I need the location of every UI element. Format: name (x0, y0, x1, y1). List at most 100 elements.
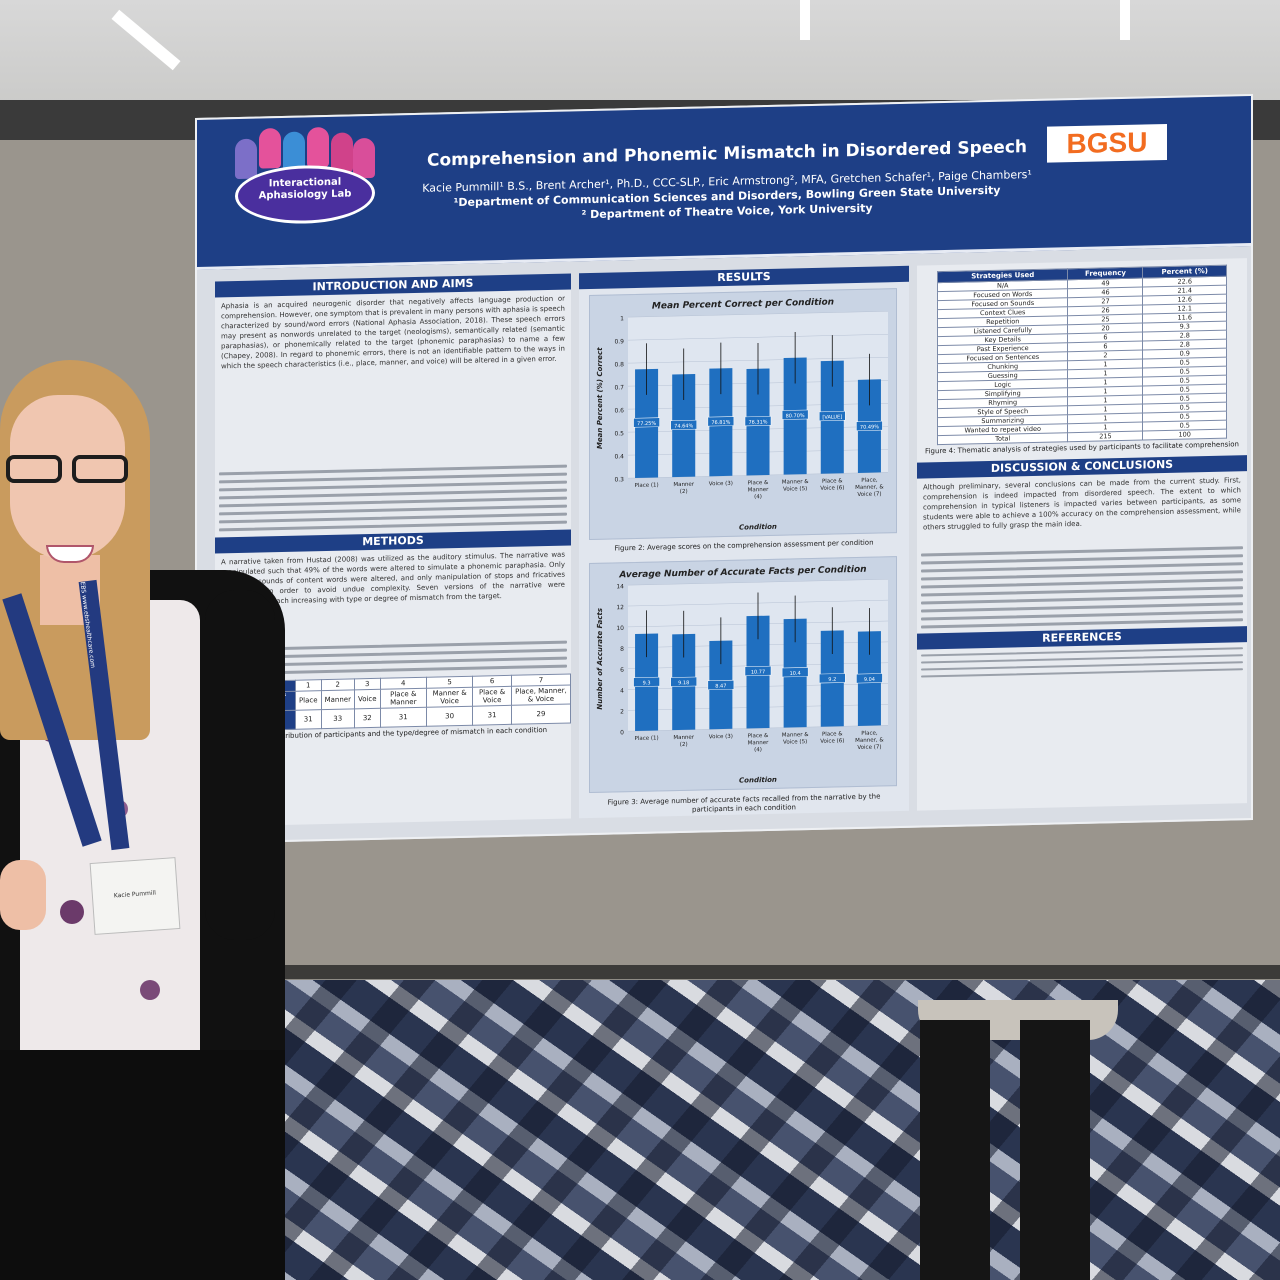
mean-percent-chart: Mean Percent Correct per Condition 0.3 0.4… (596, 297, 888, 532)
presenter: EBS www.ebshealthcare.com Kacie Pummill (0, 360, 300, 1280)
passerby-leg (1020, 1020, 1090, 1280)
data-label: 80.70% (786, 413, 805, 419)
poster-authors: Kacie Pummill¹ B.S., Brent Archer¹, Ph.D… (387, 166, 1067, 226)
table-cell: 32 (354, 708, 381, 728)
data-label-box (856, 673, 883, 684)
table-cell: 2 (321, 678, 355, 691)
x-tick-label: Place &Voice (6) (820, 731, 844, 745)
data-label: 76.81% (711, 420, 730, 426)
x-tick-label: Voice (3) (709, 734, 733, 741)
x-tick-label: Place &Voice (6) (820, 478, 844, 492)
y-tick-label: 0 (620, 729, 624, 736)
data-label: 74.64% (674, 423, 693, 429)
x-tick-label: Place (1) (634, 482, 658, 489)
passerby-leg (920, 1020, 990, 1280)
y-tick-label: 0.7 (614, 384, 624, 391)
ceiling-light (111, 9, 181, 71)
x-tick-label: Place &Manner(4) (748, 480, 769, 500)
data-label-box (781, 409, 809, 420)
strategies-table: Strategies Used Frequency Percent (%) N/A 49… (937, 264, 1227, 446)
y-tick-label: 6 (620, 667, 624, 674)
table-cell: Voice (354, 689, 381, 709)
figure-3-chart: Average Number of Accurate Facts per Con… (589, 556, 897, 794)
data-label: 9.3 (643, 680, 651, 686)
y-tick-label: 8 (620, 646, 624, 653)
y-tick-label: 10 (616, 625, 624, 632)
data-label-box (707, 679, 735, 691)
data-label: 10.77 (751, 669, 765, 675)
figure-2-chart: Mean Percent Correct per Condition 0.3 0.4… (589, 288, 897, 541)
x-tick-label: Manner(2) (673, 735, 694, 748)
table-cell: Place & Manner (380, 688, 427, 709)
table-cell: 33 (321, 708, 355, 729)
logo-figure (235, 138, 257, 180)
y-tick-label: 2 (620, 708, 624, 715)
figure-3-caption: Figure 3: Average number of accurate fac… (607, 792, 881, 814)
research-poster: Interactional Aphasiology Lab Comprehens… (195, 93, 1253, 845)
partition-base (0, 965, 1280, 979)
flower-print (140, 980, 160, 1000)
table-cell: 29 (511, 703, 571, 725)
y-axis-label: Number of Accurate Facts (596, 608, 604, 710)
data-label-box (744, 416, 772, 427)
data-label-box (633, 417, 660, 428)
table-cell: 3 (354, 678, 381, 690)
gridline (628, 579, 888, 586)
data-label-box (819, 673, 846, 684)
data-label-box (633, 676, 660, 687)
y-tick-label: 4 (620, 688, 624, 695)
face (10, 395, 125, 563)
references-text (917, 647, 1247, 678)
glasses-icon (6, 455, 132, 485)
data-label: 9.04 (864, 677, 875, 683)
name-badge: Kacie Pummill (89, 857, 181, 935)
gridline (628, 334, 888, 341)
data-label-box (819, 411, 846, 422)
y-tick-label: 0.4 (614, 453, 624, 460)
references-heading: REFERENCES (917, 626, 1247, 650)
data-label-box (670, 419, 697, 430)
chart-title: Mean Percent Correct per Condition (652, 297, 834, 311)
bgsu-logo: BGSU (1047, 123, 1167, 163)
y-tick-label: 14 (616, 583, 624, 590)
table-cell: Place, Manner, & Voice (511, 684, 571, 706)
y-tick-label: 0.8 (614, 361, 624, 368)
passerby (890, 1000, 1130, 1280)
y-tick-label: 12 (616, 604, 624, 611)
x-tick-label: Place &Manner(4) (748, 733, 769, 753)
data-label: 8.47 (715, 683, 726, 689)
flower-print (60, 900, 84, 924)
discussion-text: Although preliminary, several conclusion… (923, 476, 1241, 532)
data-label: 77.25% (637, 421, 656, 427)
table-cell: Place & Voice (472, 686, 512, 707)
x-tick-label: Place (1) (634, 735, 658, 742)
y-axis-label: Mean Percent (%) Correct (596, 347, 604, 449)
table-cell: 31 (472, 705, 512, 726)
right-column: Strategies Used Frequency Percent (%) N/A 49… (917, 258, 1247, 811)
data-label-box (707, 416, 735, 427)
logo-figure (353, 137, 375, 179)
data-label-box (856, 420, 883, 432)
x-tick-label: Manner(2) (673, 482, 694, 495)
hand (0, 860, 46, 930)
y-tick-label: 0.3 (614, 476, 624, 483)
table-cell: 31 (380, 707, 427, 728)
data-label: 9.2 (828, 677, 836, 683)
data-label-box (744, 665, 772, 677)
middle-column: RESULTS Mean Percent Correct per Conditi… (579, 265, 909, 819)
table-cell: Manner & Voice (426, 687, 473, 708)
x-axis-label: Condition (739, 776, 777, 785)
ceiling-light (800, 0, 810, 40)
table-cell: Manner (321, 689, 355, 710)
chart-title: Average Number of Accurate Facts per Con… (618, 565, 866, 581)
data-label: 76.31% (748, 419, 767, 425)
x-tick-label: Place,Manner, &Voice (7) (855, 477, 884, 498)
data-label-box (670, 676, 697, 687)
x-tick-label: Manner &Voice (5) (782, 479, 809, 493)
data-label: 9.18 (678, 680, 689, 686)
ceiling-light (1120, 0, 1130, 40)
x-tick-label: Manner &Voice (5) (782, 732, 809, 746)
discussion-text-continued (917, 546, 1247, 629)
poster-title: Comprehension and Phonemic Mismatch in D… (427, 137, 1027, 171)
arm (205, 590, 275, 940)
